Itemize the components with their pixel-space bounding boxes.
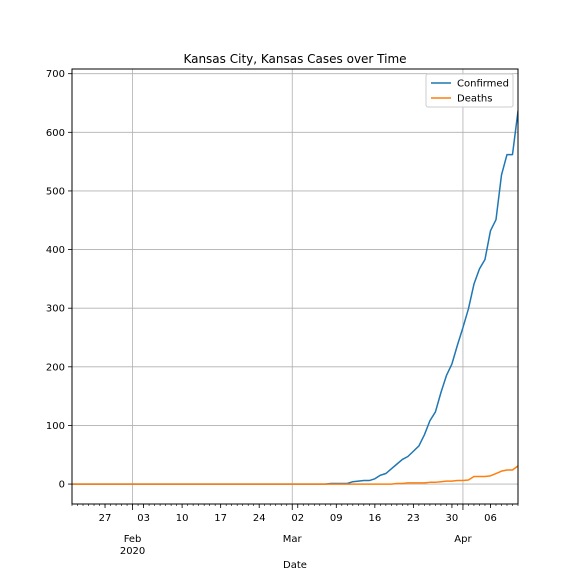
y-axis: 0 100 200 300 400 500 600 700 bbox=[46, 69, 72, 491]
x-month-label: Mar bbox=[283, 534, 303, 545]
x-month-label: Apr bbox=[454, 534, 472, 545]
x-tick-label: 17 bbox=[214, 513, 227, 524]
series-line-deaths bbox=[72, 464, 518, 485]
x-month-label: Feb bbox=[124, 534, 142, 545]
x-year-label: 2020 bbox=[120, 546, 145, 557]
grid bbox=[72, 69, 518, 504]
x-tick-label: 30 bbox=[446, 513, 459, 524]
x-axis-label: Date bbox=[283, 560, 307, 571]
x-tick-label: 16 bbox=[368, 513, 381, 524]
x-tick-label: 03 bbox=[137, 513, 150, 524]
chart-title: Kansas City, Kansas Cases over Time bbox=[183, 52, 406, 66]
x-tick-label: 02 bbox=[291, 513, 304, 524]
x-tick-label: 23 bbox=[407, 513, 420, 524]
x-tick-label: 06 bbox=[484, 513, 497, 524]
y-tick-label: 600 bbox=[46, 128, 65, 139]
legend-label-deaths: Deaths bbox=[457, 94, 492, 105]
series-line-confirmed bbox=[72, 107, 518, 485]
x-tick-label: 27 bbox=[99, 513, 112, 524]
y-tick-label: 100 bbox=[46, 421, 65, 432]
plot-area-frame bbox=[71, 68, 519, 505]
y-tick-label: 700 bbox=[46, 69, 65, 80]
y-tick-label: 0 bbox=[59, 480, 65, 491]
x-tick-label: 10 bbox=[176, 513, 189, 524]
y-tick-label: 500 bbox=[46, 186, 65, 197]
y-tick-label: 200 bbox=[46, 362, 65, 373]
x-tick-label: 09 bbox=[330, 513, 343, 524]
y-tick-label: 400 bbox=[46, 245, 65, 256]
series-group bbox=[72, 107, 518, 485]
legend-label-confirmed: Confirmed bbox=[457, 79, 509, 90]
y-tick-label: 300 bbox=[46, 304, 65, 315]
legend: Confirmed Deaths bbox=[425, 73, 514, 108]
x-tick-label: 24 bbox=[253, 513, 266, 524]
